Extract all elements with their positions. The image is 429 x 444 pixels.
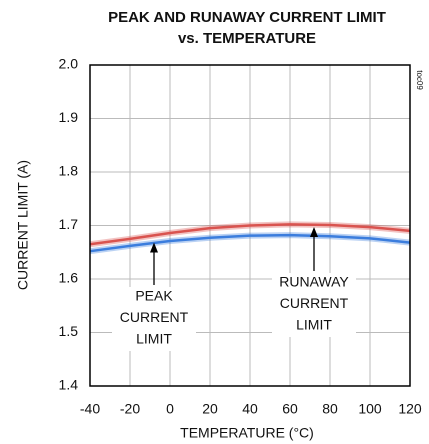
series-line [89, 233, 411, 253]
arrow-head [310, 226, 318, 237]
x-tick-label: 60 [282, 401, 298, 417]
annotation-text: PEAK [135, 288, 173, 304]
y-tick-label: 1.6 [59, 270, 79, 286]
y-tick-label: 1.5 [59, 323, 79, 339]
chart-title: PEAK AND RUNAWAY CURRENT LIMIT [108, 9, 386, 26]
y-tick-label: 1.8 [59, 163, 79, 179]
series-line [89, 223, 411, 246]
annotations: PEAK CURRENT LIMIT RUNAWAY CURRENT LIMIT [112, 226, 356, 351]
y-axis-label: CURRENT LIMIT (A) [15, 160, 31, 290]
y-tick-label: 1.4 [59, 377, 79, 393]
y-tick-label: 1.7 [59, 216, 79, 232]
x-tick-label: -20 [120, 401, 140, 417]
x-tick-label: 20 [202, 401, 218, 417]
y-tick-label: 2.0 [59, 56, 79, 72]
annotation-text: CURRENT [120, 309, 189, 325]
annotation-text: RUNAWAY [279, 274, 349, 290]
chart-title: vs. TEMPERATURE [178, 30, 316, 47]
annotation-text: LIMIT [296, 317, 332, 333]
x-tick-label: -40 [80, 401, 100, 417]
label-bg [112, 287, 196, 351]
x-axis-label: TEMPERATURE (°C) [180, 425, 314, 441]
label-bg [272, 273, 356, 337]
lines [89, 221, 411, 255]
arrow-head [150, 242, 158, 253]
x-tick-label: 40 [242, 401, 258, 417]
x-tick-label: 0 [166, 401, 174, 417]
y-tick-label: 1.9 [59, 109, 79, 125]
x-tick-label: 120 [398, 401, 422, 417]
x-tick-label: 100 [358, 401, 382, 417]
plot-frame [89, 64, 411, 387]
figure-id: toc09 [415, 70, 424, 90]
annotation-text: LIMIT [136, 331, 172, 347]
annotation-text: CURRENT [280, 295, 349, 311]
x-tick-label: 80 [322, 401, 338, 417]
